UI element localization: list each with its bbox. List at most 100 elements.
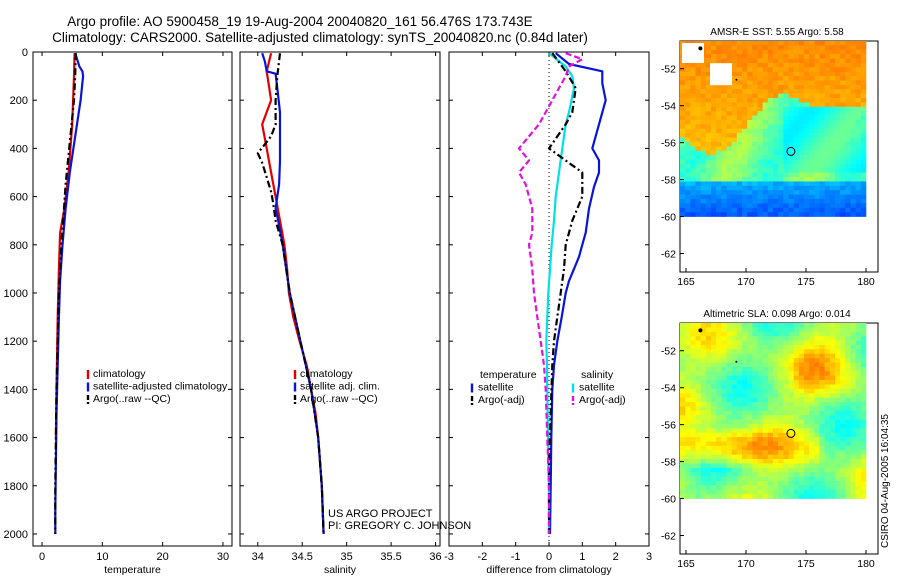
field-cell	[736, 340, 743, 346]
field-cell	[700, 476, 707, 482]
field-cell	[798, 141, 805, 147]
field-cell	[742, 89, 748, 94]
field-cell	[731, 393, 738, 398]
field-cell	[711, 366, 717, 372]
field-cell	[793, 388, 800, 394]
field-cell	[783, 375, 789, 381]
field-cell	[850, 384, 856, 390]
field-cell	[804, 393, 810, 398]
field-cell	[850, 80, 856, 86]
field-cell	[700, 393, 707, 398]
field-cell	[711, 141, 717, 147]
field-cell	[690, 181, 696, 187]
field-cell	[814, 428, 820, 434]
field-cell	[804, 168, 810, 173]
field-cell	[680, 485, 686, 491]
field-cell	[860, 467, 867, 473]
field-cell	[819, 181, 825, 187]
field-cell	[767, 489, 774, 495]
field-cell	[840, 185, 846, 191]
field-cell	[680, 163, 686, 169]
field-cell	[860, 49, 867, 55]
field-cell	[860, 441, 867, 447]
field-cell	[705, 489, 712, 495]
field-cell	[809, 159, 815, 165]
field-cell	[721, 406, 727, 412]
field-cell	[767, 353, 774, 359]
field-cell	[855, 49, 862, 55]
field-cell	[860, 494, 867, 499]
field-cell	[835, 336, 841, 341]
field-cell	[824, 450, 831, 455]
field-cell	[840, 419, 846, 425]
field-cell	[731, 371, 738, 376]
field-cell	[773, 199, 779, 204]
field-cell	[824, 323, 831, 328]
field-cell	[690, 172, 696, 178]
field-cell	[752, 49, 758, 55]
field-cell	[819, 199, 825, 204]
field-cell	[762, 353, 769, 359]
field-cell	[762, 340, 769, 346]
field-cell	[783, 336, 789, 341]
field-cell	[773, 485, 779, 491]
field-cell	[705, 366, 712, 372]
field-cell	[840, 168, 846, 173]
field-cell	[721, 485, 727, 491]
field-cell	[752, 190, 758, 195]
field-cell	[788, 159, 794, 165]
land-mask	[710, 63, 732, 86]
y-tick-label: -52	[661, 346, 676, 358]
field-cell	[716, 54, 722, 59]
field-cell	[778, 344, 784, 350]
field-cell	[742, 115, 748, 121]
field-cell	[850, 111, 856, 116]
field-cell	[736, 89, 743, 94]
field-cell	[685, 402, 691, 407]
field-cell	[721, 454, 727, 460]
field-cell	[860, 159, 867, 165]
field-cell	[778, 120, 784, 125]
field-cell	[819, 454, 825, 460]
field-cell	[773, 489, 779, 495]
field-cell	[736, 67, 743, 73]
field-cell	[829, 194, 836, 200]
field-cell	[700, 190, 707, 195]
field-cell	[690, 212, 696, 217]
field-cell	[804, 397, 810, 403]
field-cell	[860, 353, 867, 359]
field-cell	[824, 163, 831, 169]
field-cell	[731, 358, 738, 363]
field-cell	[850, 181, 856, 187]
field-cell	[757, 419, 763, 425]
field-cell	[835, 415, 841, 420]
field-cell	[685, 163, 691, 169]
field-cell	[747, 98, 753, 103]
x-tick-label: 3	[646, 551, 652, 563]
x-tick-label: -3	[444, 551, 454, 563]
field-cell	[793, 150, 800, 156]
field-cell	[685, 185, 691, 191]
field-cell	[716, 181, 722, 187]
field-cell	[835, 41, 841, 46]
field-cell	[767, 93, 774, 99]
field-cell	[685, 481, 691, 486]
field-cell	[711, 323, 717, 328]
field-cell	[690, 177, 696, 182]
field-cell	[680, 349, 686, 355]
profile-panel-salinity: 34 34.5 35 35.5 36salinityclimatologysatelli…	[239, 51, 442, 576]
y-tick-label: 1400	[4, 384, 28, 396]
field-cell	[742, 445, 748, 451]
field-cell	[731, 80, 738, 86]
field-cell	[736, 80, 743, 86]
field-cell	[685, 340, 691, 346]
field-cell	[809, 336, 815, 341]
field-cell	[845, 106, 851, 112]
field-cell	[778, 393, 784, 398]
field-cell	[705, 58, 712, 64]
field-cell	[819, 349, 825, 355]
field-cell	[731, 128, 738, 134]
field-cell	[736, 146, 743, 152]
field-cell	[680, 146, 686, 152]
field-cell	[680, 463, 686, 469]
